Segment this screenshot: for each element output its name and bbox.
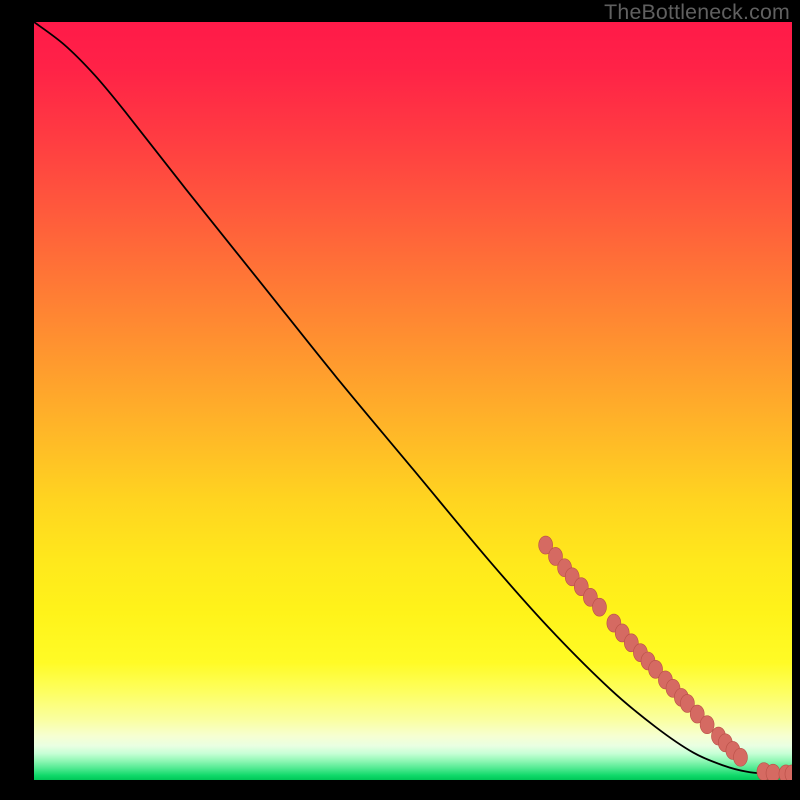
data-marker xyxy=(766,764,780,780)
data-marker xyxy=(700,716,714,734)
gradient-background xyxy=(34,22,792,780)
data-marker xyxy=(592,598,606,616)
chart-svg xyxy=(34,22,792,780)
plot-area xyxy=(34,22,792,780)
chart-frame: TheBottleneck.com xyxy=(0,0,800,800)
data-marker xyxy=(733,748,747,766)
